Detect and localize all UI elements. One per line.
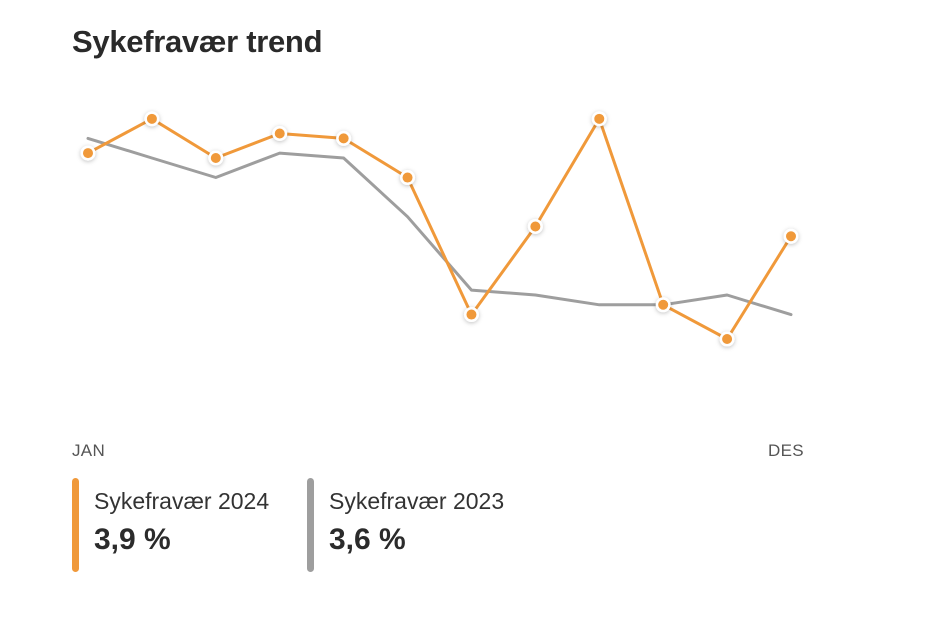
data-point[interactable] [80, 145, 96, 161]
data-point[interactable] [272, 126, 288, 142]
data-point[interactable] [591, 111, 607, 127]
data-point[interactable] [783, 228, 799, 244]
data-point[interactable] [208, 150, 224, 166]
series-line-0 [86, 117, 793, 341]
data-point[interactable] [400, 170, 416, 186]
chart-title: Sykefravær trend [72, 24, 323, 59]
legend-value-2024: 3,9 % [94, 523, 171, 556]
legend-label-2023: Sykefravær 2023 [329, 488, 505, 514]
data-point[interactable] [336, 130, 352, 146]
legend-item-2023: Sykefravær 2023 3,6 % [307, 478, 504, 572]
legend-item-2024: Sykefravær 2024 3,9 % [72, 478, 269, 572]
x-axis-start-label: JAN [72, 441, 106, 460]
data-point[interactable] [463, 307, 479, 323]
data-point[interactable] [527, 218, 543, 234]
legend-swatch-2024 [72, 478, 79, 572]
data-point[interactable] [719, 331, 735, 347]
legend-label-2024: Sykefravær 2024 [94, 488, 270, 514]
x-axis-end-label: DES [768, 441, 804, 460]
legend-value-2023: 3,6 % [329, 523, 406, 556]
series-line-1 [86, 136, 793, 317]
legend-swatch-2023 [307, 478, 314, 572]
data-point[interactable] [655, 297, 671, 313]
data-point[interactable] [144, 111, 160, 127]
